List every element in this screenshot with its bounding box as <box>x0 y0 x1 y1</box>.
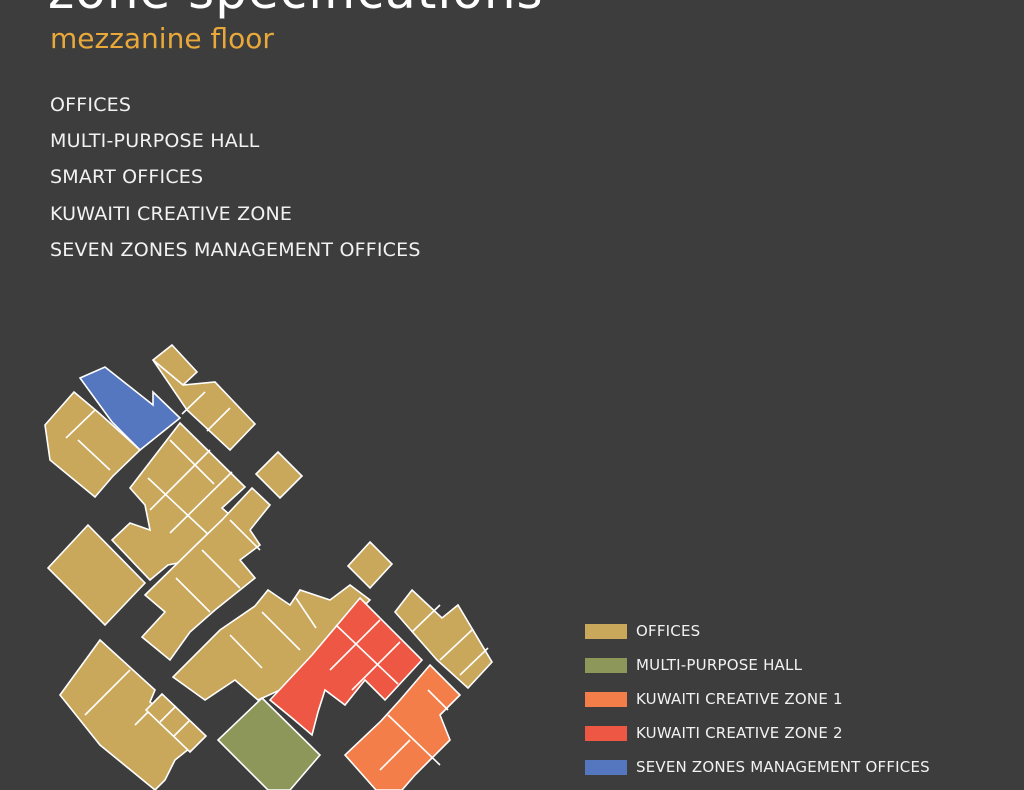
multi-purpose-hall-block <box>216 696 322 790</box>
legend-item-management-offices: SEVEN ZONES MANAGEMENT OFFICES <box>585 750 930 784</box>
legend-label: KUWAITI CREATIVE ZONE 1 <box>636 690 843 708</box>
office-block <box>152 359 257 452</box>
office-block <box>44 390 142 499</box>
legend-swatch <box>585 759 627 775</box>
page-title: zone specifications <box>48 0 544 16</box>
office-block <box>144 692 208 754</box>
office-block <box>346 540 394 590</box>
legend-swatch <box>585 623 627 639</box>
office-block <box>140 486 272 662</box>
zone-list-item: SEVEN ZONES MANAGEMENT OFFICES <box>50 238 421 261</box>
zone-list: OFFICES MULTI-PURPOSE HALL SMART OFFICES… <box>50 92 421 273</box>
office-block <box>58 638 202 790</box>
office-block <box>393 588 493 690</box>
legend-swatch <box>585 657 627 673</box>
legend-item-multi-purpose-hall: MULTI-PURPOSE HALL <box>585 648 930 682</box>
legend-label: MULTI-PURPOSE HALL <box>636 656 803 674</box>
legend: OFFICES MULTI-PURPOSE HALL KUWAITI CREAT… <box>585 614 930 784</box>
creative-zone-2-block <box>268 596 424 737</box>
legend-item-creative-zone-2: KUWAITI CREATIVE ZONE 2 <box>585 716 930 750</box>
zone-list-item: SMART OFFICES <box>50 166 204 189</box>
legend-swatch <box>585 725 627 741</box>
zone-list-item: MULTI-PURPOSE HALL <box>50 130 260 153</box>
zone-list-item: KUWAITI CREATIVE ZONE <box>50 202 293 225</box>
office-block <box>46 523 147 627</box>
management-offices-block <box>78 366 182 452</box>
legend-label: KUWAITI CREATIVE ZONE 2 <box>636 724 843 742</box>
legend-item-offices: OFFICES <box>585 614 930 648</box>
office-block <box>254 450 304 500</box>
floor-subtitle: mezzanine floor <box>50 22 274 55</box>
legend-label: SEVEN ZONES MANAGEMENT OFFICES <box>636 758 930 776</box>
legend-swatch <box>585 691 627 707</box>
legend-item-creative-zone-1: KUWAITI CREATIVE ZONE 1 <box>585 682 930 716</box>
legend-label: OFFICES <box>636 622 701 640</box>
zone-list-item: OFFICES <box>50 94 132 116</box>
